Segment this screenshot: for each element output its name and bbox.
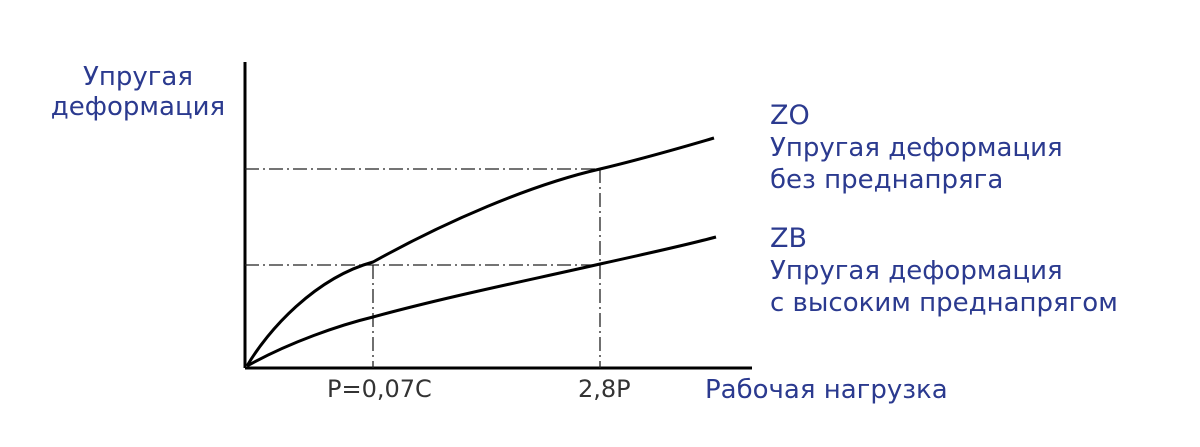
tick-label-p: P=0,07C — [327, 375, 432, 403]
curve-zb — [246, 235, 717, 368]
tick-label-2-8p: 2,8P — [578, 375, 631, 403]
legend-zb-code: ZB — [770, 223, 808, 254]
legend-zb-line2: с высоким преднапрягом — [770, 288, 1118, 318]
legend-zb: ZB Упругая деформация с высоким преднапр… — [770, 223, 1118, 319]
guide-lines — [245, 168, 601, 368]
y-axis-label-line2: деформация — [50, 92, 226, 122]
curve-zo — [245, 136, 715, 367]
y-axis-label: Упругая деформация — [38, 62, 238, 122]
x-axis-label: Рабочая нагрузка — [705, 375, 948, 405]
legend-zb-line1: Упругая деформация — [770, 256, 1063, 286]
legend-zo-code: ZO — [770, 100, 810, 131]
legend-zo: ZO Упругая деформация без преднапряга — [770, 100, 1063, 196]
legend-zo-line2: без преднапряга — [770, 165, 1004, 195]
y-axis-label-line1: Упругая — [83, 62, 193, 92]
legend-zo-line1: Упругая деформация — [770, 133, 1063, 163]
